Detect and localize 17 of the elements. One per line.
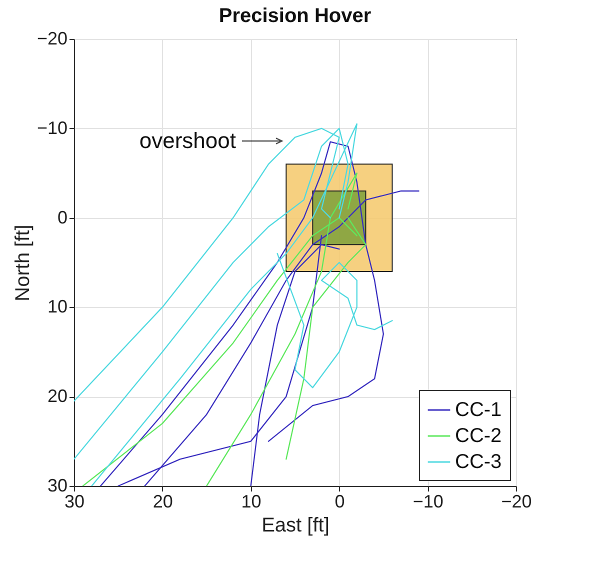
legend-label: CC-2 xyxy=(455,425,502,447)
legend-label: CC-1 xyxy=(455,399,502,421)
y-tick-label: 20 xyxy=(47,386,68,406)
y-axis-title: North [ft] xyxy=(12,224,34,302)
x-tick-label: −10 xyxy=(412,492,444,512)
y-tick-label: −20 xyxy=(36,28,68,48)
y-tick-label: 10 xyxy=(47,296,68,317)
y-tick-label: −10 xyxy=(36,118,68,138)
x-tick-label: 10 xyxy=(241,492,262,512)
legend-label: CC-3 xyxy=(455,451,502,473)
annotation: overshoot xyxy=(139,128,236,153)
x-axis-title: East [ft] xyxy=(262,514,330,536)
y-tick-label: 0 xyxy=(57,207,68,228)
x-tick-label: 0 xyxy=(334,492,345,512)
chart-title: Precision Hover xyxy=(218,5,372,27)
x-tick-label: 20 xyxy=(152,492,173,512)
x-tick-label: −20 xyxy=(501,492,532,512)
